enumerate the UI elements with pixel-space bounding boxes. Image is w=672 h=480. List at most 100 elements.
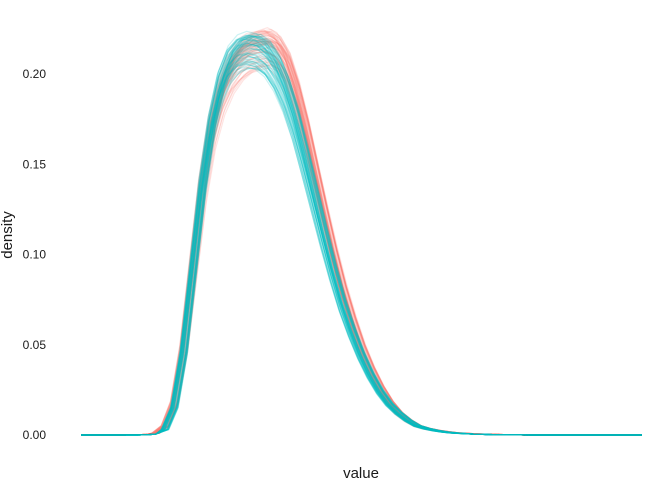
density-line [81,38,642,436]
density-line [81,31,642,436]
density-line [81,36,642,436]
density-line [81,28,642,436]
density-line [81,36,642,436]
density-line [81,43,642,436]
density-line [81,55,642,436]
density-line [81,40,642,436]
density-line [81,67,642,436]
density-line [81,40,642,436]
density-line [81,38,642,436]
density-line [81,51,642,436]
density-line [81,30,642,436]
density-line [81,47,642,436]
series-1 [81,30,642,436]
density-line [81,35,642,436]
density-line [81,51,642,436]
density-line [81,29,642,436]
density-line [81,60,642,436]
density-line [81,60,642,436]
density-line [81,39,642,436]
density-line [81,40,642,436]
density-line [81,35,642,436]
density-line [81,57,642,436]
density-line [81,50,642,436]
density-line [81,61,642,436]
series-0 [81,27,642,436]
density-line [81,39,642,436]
density-line [81,43,642,436]
density-line [81,67,642,436]
y-tick-label: 0.20 [23,67,47,81]
density-line [81,52,642,436]
density-line [81,36,642,436]
density-line [81,42,642,436]
density-line [81,39,642,436]
density-line [81,39,642,436]
density-line [81,32,642,436]
density-line [81,43,642,436]
density-line [81,43,642,436]
density-line [81,43,642,436]
density-line [81,42,642,436]
density-line [81,58,642,436]
density-line [81,67,642,436]
density-line [81,30,642,436]
y-tick-label: 0.15 [23,157,47,171]
density-line [81,55,642,436]
density-line [81,62,642,436]
density-line [81,30,642,436]
density-line [81,63,642,436]
density-line [81,46,642,436]
density-line [81,60,642,436]
density-line [81,40,642,436]
density-line [81,52,642,436]
density-line [81,60,642,436]
density-line [81,63,642,436]
density-line [81,55,642,436]
density-line [81,48,642,436]
density-line [81,51,642,436]
y-axis: 0.00 0.05 0.10 0.15 0.20 [23,67,47,442]
density-line [81,47,642,436]
density-line [81,41,642,436]
density-line [81,34,642,436]
density-line [81,35,642,436]
x-axis-title: value [343,465,379,480]
y-axis-title: density [0,211,16,259]
density-line [81,50,642,436]
density-line [81,32,642,436]
density-line [81,54,642,436]
density-line [81,35,642,436]
density-curves [81,27,642,436]
density-line [81,67,642,436]
density-line [81,44,642,436]
density-line [81,64,642,436]
density-line [81,40,642,436]
density-line [81,42,642,436]
density-line [81,65,642,436]
density-line [81,45,642,436]
density-line [81,30,642,436]
density-line [81,39,642,436]
density-line [81,45,642,436]
density-line [81,31,642,436]
y-tick-label: 0.10 [23,248,47,262]
density-line [81,57,642,436]
density-line [81,31,642,436]
density-line [81,62,642,436]
density-line [81,42,642,436]
density-line [81,54,642,436]
density-line [81,37,642,436]
density-line [81,33,642,436]
y-tick-label: 0.05 [23,338,47,352]
density-line [81,41,642,436]
density-line [81,36,642,436]
density-line [81,37,642,436]
density-line [81,63,642,436]
density-line [81,31,642,436]
density-line [81,43,642,436]
density-line [81,56,642,436]
density-line [81,49,642,436]
density-line [81,51,642,436]
